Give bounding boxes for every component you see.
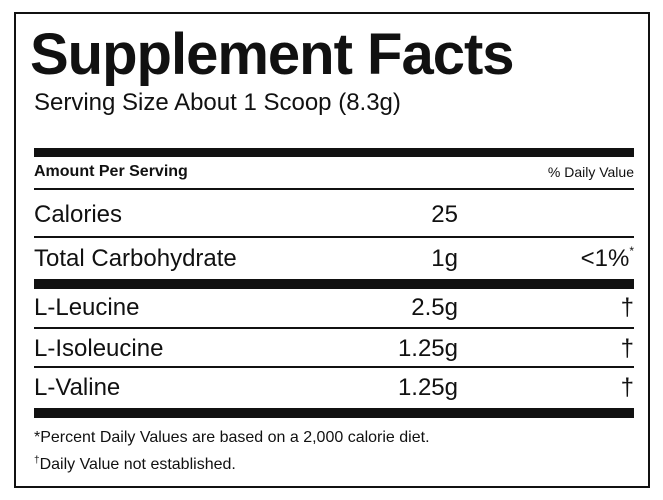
divider-thick bbox=[34, 148, 634, 157]
footnote-mark: * bbox=[34, 429, 41, 446]
divider bbox=[34, 327, 634, 329]
nutrient-amount: 1g bbox=[431, 245, 458, 272]
footnote-mark: † bbox=[34, 455, 40, 466]
footnote: †Daily Value not established. bbox=[34, 455, 236, 475]
daily-value-text: † bbox=[620, 374, 634, 401]
footnote-text: Percent Daily Values are based on a 2,00… bbox=[40, 429, 430, 446]
footnote-text: Daily Value not established. bbox=[39, 456, 236, 473]
daily-value-text: † bbox=[620, 335, 634, 362]
nutrient-amount: 2.5g bbox=[411, 294, 458, 321]
nutrient-name: Calories bbox=[34, 201, 123, 228]
daily-value-header: % Daily Value bbox=[547, 164, 634, 180]
divider bbox=[34, 188, 634, 190]
nutrient-name: Total Carbohydrate bbox=[34, 245, 237, 272]
divider bbox=[34, 366, 634, 368]
daily-value: <1%* bbox=[581, 244, 634, 274]
amount-header: Amount Per Serving bbox=[34, 163, 188, 180]
divider-thick bbox=[34, 279, 634, 289]
daily-value-text: † bbox=[620, 294, 634, 321]
daily-value-text: <1% bbox=[580, 245, 630, 272]
daily-value: † bbox=[621, 334, 634, 364]
daily-value: † bbox=[621, 293, 634, 323]
nutrient-amount: 1.25g bbox=[397, 374, 458, 401]
daily-value-note: * bbox=[629, 244, 634, 258]
serving-size: Serving Size About 1 Scoop (8.3g) bbox=[34, 89, 401, 116]
divider bbox=[34, 236, 634, 238]
title: Supplement Facts bbox=[30, 22, 515, 87]
supplement-facts-panel: Supplement Facts Serving Size About 1 Sc… bbox=[14, 12, 650, 488]
nutrient-name: L-Valine bbox=[34, 374, 121, 401]
footnote: *Percent Daily Values are based on a 2,0… bbox=[34, 428, 430, 448]
nutrient-name: L-Isoleucine bbox=[34, 335, 164, 362]
nutrient-name: L-Leucine bbox=[34, 294, 140, 321]
daily-value: † bbox=[621, 373, 634, 403]
nutrient-amount: 25 bbox=[431, 201, 458, 228]
divider-thick bbox=[34, 408, 634, 418]
nutrient-amount: 1.25g bbox=[397, 335, 458, 362]
